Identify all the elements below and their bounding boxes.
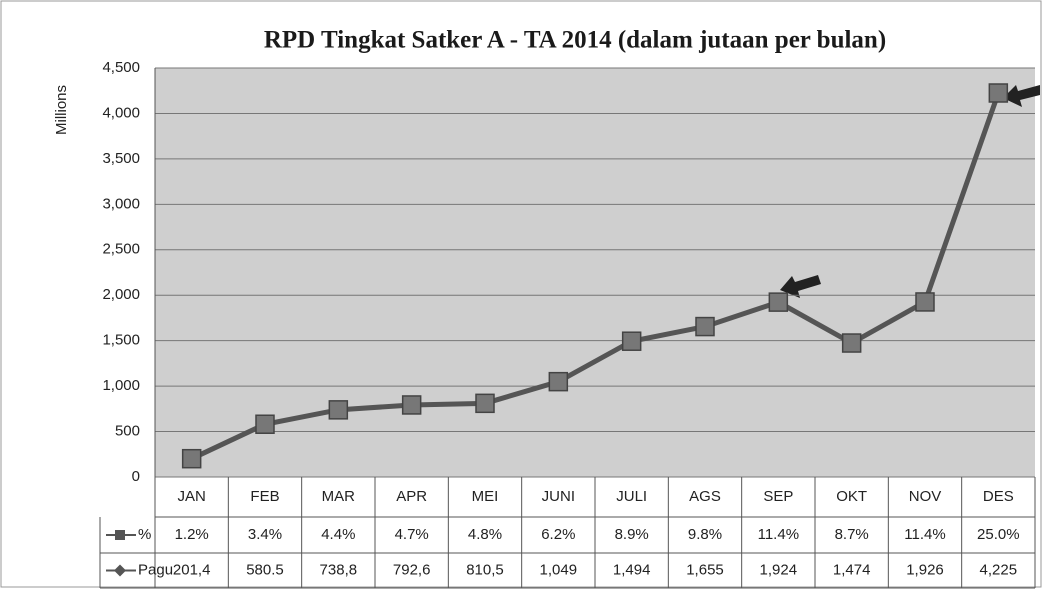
table-value: 3.4% bbox=[248, 526, 282, 543]
table-value: 4.4% bbox=[321, 526, 355, 543]
x-tick-label: AGS bbox=[689, 488, 721, 505]
arrow bbox=[1003, 85, 1040, 107]
table-value: 1,474 bbox=[833, 561, 871, 578]
table-value: 792,6 bbox=[393, 561, 431, 578]
data-point bbox=[401, 395, 422, 415]
data-point bbox=[621, 331, 642, 351]
plot-area bbox=[155, 68, 1035, 477]
y-tick-label: 3,500 bbox=[102, 150, 140, 167]
data-line bbox=[190, 92, 1001, 461]
table-value: 1,655 bbox=[686, 561, 724, 578]
x-tick-label: JAN bbox=[177, 488, 205, 505]
x-tick-label: JUNI bbox=[542, 488, 575, 505]
x-tick-label: JULI bbox=[616, 488, 647, 505]
arrow bbox=[780, 275, 821, 298]
x-tick-label: SEP bbox=[763, 488, 793, 505]
data-point bbox=[548, 371, 569, 392]
data-point bbox=[181, 448, 202, 469]
y-tick-label: 3,000 bbox=[102, 195, 140, 212]
chart-title: RPD Tingkat Satker A - TA 2014 (dalam ju… bbox=[264, 27, 886, 54]
table-value: 1,926 bbox=[906, 561, 944, 578]
y-tick-label: 1,000 bbox=[102, 377, 140, 394]
table-value: 810,5 bbox=[466, 561, 504, 578]
table-value: 4,225 bbox=[980, 561, 1018, 578]
x-tick-label: DES bbox=[983, 488, 1014, 505]
x-tick-label: MAR bbox=[322, 488, 356, 505]
x-tick-label: OKT bbox=[836, 488, 867, 505]
table-value: 9.8% bbox=[688, 526, 722, 543]
legend-label: Pagu bbox=[138, 561, 173, 578]
y-axis-label: Millions bbox=[53, 85, 70, 135]
table-value: 8.7% bbox=[835, 526, 869, 543]
data-point bbox=[988, 83, 1009, 103]
table-value: 4.8% bbox=[468, 526, 502, 543]
table-value: 11.4% bbox=[904, 526, 945, 543]
table-value: 1,049 bbox=[540, 561, 578, 578]
y-tick-label: 500 bbox=[115, 423, 140, 440]
data-point bbox=[841, 333, 862, 353]
table-value: 6.2% bbox=[541, 526, 575, 543]
data-point bbox=[255, 414, 275, 434]
y-tick-label: 4,000 bbox=[102, 104, 140, 121]
y-tick-label: 2,500 bbox=[102, 241, 140, 258]
table-value: 4.7% bbox=[395, 526, 429, 543]
table-value: 201,4 bbox=[173, 561, 211, 578]
y-tick-label: 1,500 bbox=[102, 332, 140, 349]
x-tick-label: APR bbox=[396, 488, 427, 505]
legend-marker bbox=[115, 530, 125, 540]
legend-marker bbox=[114, 564, 126, 577]
table-value: 1.2% bbox=[175, 526, 209, 543]
y-tick-label: 4,500 bbox=[102, 59, 140, 76]
table-value: 25.0% bbox=[977, 526, 1020, 543]
data-point bbox=[768, 292, 789, 312]
table-value: 1,924 bbox=[760, 561, 798, 578]
table-value: 1,494 bbox=[613, 561, 651, 578]
table-value: 8.9% bbox=[615, 526, 649, 543]
legend-label: % bbox=[138, 526, 151, 543]
x-tick-label: FEB bbox=[250, 488, 279, 505]
table-value: 11.4% bbox=[758, 526, 799, 543]
x-tick-label: NOV bbox=[909, 488, 942, 505]
data-point bbox=[695, 316, 715, 337]
table-value: 580.5 bbox=[246, 561, 284, 578]
data-point bbox=[475, 393, 495, 414]
data-point bbox=[915, 292, 935, 312]
table-value: 738,8 bbox=[320, 561, 358, 578]
y-tick-label: 2,000 bbox=[102, 286, 140, 303]
x-tick-label: MEI bbox=[472, 488, 499, 505]
data-point bbox=[328, 400, 349, 420]
y-tick-label: 0 bbox=[132, 468, 140, 485]
